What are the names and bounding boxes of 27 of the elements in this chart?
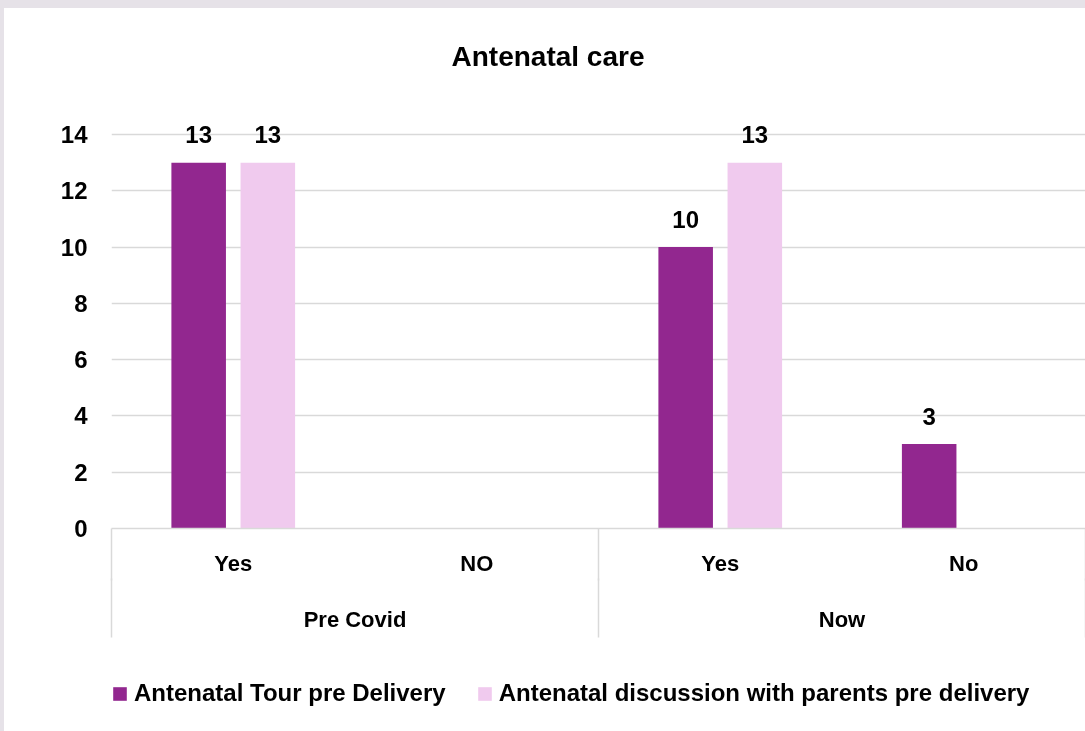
legend-label: Antenatal discussion with parents pre delivery	[498, 679, 1030, 707]
data-label: 13	[185, 121, 213, 149]
legend-label: Antenatal Tour pre Delivery	[134, 679, 446, 707]
y-tick-label: 2	[74, 458, 88, 486]
data-label: 3	[922, 402, 936, 430]
x-tick-label: Yes	[214, 550, 253, 576]
data-label: 13	[741, 121, 769, 149]
y-tick-label: 14	[60, 121, 89, 148]
x-tick-label: NO	[460, 550, 494, 576]
bar	[658, 247, 713, 529]
y-tick-label: 4	[74, 402, 89, 430]
data-label: 13	[254, 121, 282, 149]
bar	[171, 162, 226, 529]
y-tick-label: 8	[74, 289, 88, 317]
chart-title: Antenatal care	[451, 40, 645, 72]
bar	[727, 162, 783, 529]
x-tick-label: No	[949, 550, 979, 576]
y-tick-label: 10	[60, 233, 88, 261]
bar	[240, 162, 296, 529]
bar	[901, 444, 957, 529]
data-label: 10	[672, 205, 700, 233]
text: Now	[818, 606, 867, 632]
text: Pre Covid	[303, 606, 407, 632]
y-tick-label: 6	[74, 346, 88, 374]
y-tick-label: 12	[60, 177, 88, 205]
y-tick-label: 0	[74, 515, 88, 542]
x-tick-label: Yes	[701, 550, 740, 576]
